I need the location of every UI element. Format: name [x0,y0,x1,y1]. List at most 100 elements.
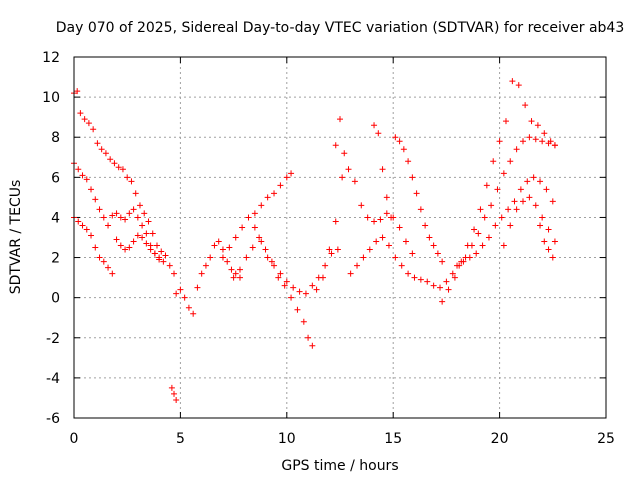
data-point [490,158,497,165]
data-point [341,150,348,157]
series-arc-1 [71,88,178,277]
data-point [358,202,365,209]
data-point [466,254,473,261]
data-point [185,304,192,311]
data-point [160,258,167,265]
data-point [85,120,92,127]
data-point [141,210,148,217]
x-tick-label: 15 [384,431,402,447]
data-point [92,244,99,251]
data-point [373,238,380,245]
data-point [288,170,295,177]
data-point [496,138,503,145]
data-point [409,174,416,181]
data-point [224,258,231,265]
data-point [75,218,82,225]
data-point [385,242,392,249]
plot-frame [73,56,607,419]
data-point [100,258,107,265]
data-point [277,182,284,189]
data-point [281,282,288,289]
data-point [79,222,86,229]
data-point [271,262,278,269]
data-point [149,230,156,237]
data-point [177,286,184,293]
data-point [422,222,429,229]
series-arc-7 [230,234,316,349]
data-point [507,222,514,229]
data-point [500,242,507,249]
data-point [258,238,265,245]
data-point [511,198,518,205]
data-point [513,146,520,153]
x-tick-label: 0 [70,431,79,447]
data-point [434,250,441,257]
data-point [479,242,486,249]
data-point [277,270,284,277]
data-point [494,186,501,193]
data-point [371,218,378,225]
data-point [509,78,516,85]
data-point [198,270,205,277]
y-axis-label: SDTVAR / TECUs [8,180,24,295]
series-arc-10 [332,116,348,157]
y-tick-label: 6 [51,170,60,186]
data-point [207,254,214,261]
data-point [147,246,154,253]
data-point [230,274,237,281]
data-point [371,122,378,129]
data-point [339,174,346,181]
data-point [88,232,95,239]
data-point [190,310,197,317]
x-tick-labels: 0 5 10 15 20 25 [70,431,615,447]
y-tick-label: 0 [51,291,60,307]
data-point [117,214,124,221]
y-tick-label: 2 [51,251,60,267]
data-point [158,248,165,255]
series-arc-15 [454,174,556,269]
data-point [232,234,239,241]
data-point [126,210,133,217]
data-point [522,102,529,109]
data-point [98,146,105,153]
data-point [181,294,188,301]
data-point [262,246,269,253]
data-point [153,242,160,249]
data-point [507,158,514,165]
data-point [139,234,146,241]
data-point [530,174,537,181]
data-point [236,266,243,273]
data-point [413,190,420,197]
data-point [81,116,88,123]
data-point [337,116,343,123]
data-point [541,238,548,245]
data-point [202,262,209,269]
data-point [130,238,137,245]
data-point [283,278,290,285]
data-point [239,224,246,231]
series-arc-17 [537,222,556,261]
data-point [74,88,81,95]
data-point [515,82,522,89]
data-point [437,284,444,291]
data-point [513,206,520,213]
data-point [130,206,137,213]
data-point [430,242,437,249]
data-point [156,254,163,261]
data-point [526,194,533,201]
data-point [364,214,371,221]
data-point [128,178,135,185]
data-point [549,254,556,261]
data-point [332,142,339,149]
data-point [122,246,129,253]
data-point [396,138,403,145]
data-point [377,216,384,223]
data-point [96,254,103,261]
data-point [309,342,316,349]
data-point [439,298,446,305]
data-point [383,210,390,217]
data-point [134,232,141,239]
data-point [300,318,307,325]
data-point [477,206,484,213]
data-point [113,210,120,217]
